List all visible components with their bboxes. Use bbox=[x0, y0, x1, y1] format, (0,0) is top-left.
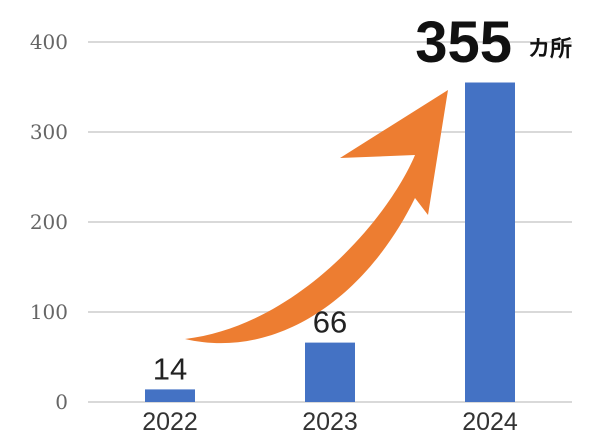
y-tick-label-300: 300 bbox=[30, 120, 68, 144]
x-tick-label-2024: 2024 bbox=[462, 408, 518, 436]
x-axis-ticks: 2022 2023 2024 bbox=[142, 408, 518, 436]
unit-label: カ所 bbox=[528, 36, 572, 61]
y-tick-label-0: 0 bbox=[55, 390, 68, 414]
bar-2023 bbox=[305, 342, 355, 402]
data-label-2022: 14 bbox=[153, 351, 187, 386]
bars bbox=[145, 82, 515, 402]
bar-2022 bbox=[145, 389, 195, 402]
y-tick-label-100: 100 bbox=[30, 300, 68, 324]
x-tick-label-2022: 2022 bbox=[142, 408, 198, 436]
growth-arrow bbox=[185, 90, 448, 344]
data-label-2023: 66 bbox=[313, 305, 347, 340]
bar-2024 bbox=[465, 82, 515, 402]
y-tick-label-200: 200 bbox=[30, 210, 68, 234]
data-label-2024: 355 bbox=[415, 10, 512, 75]
y-axis-ticks: 0 100 200 300 400 bbox=[30, 30, 68, 414]
data-labels: 14 66 355 カ所 bbox=[153, 10, 572, 386]
y-tick-label-400: 400 bbox=[30, 30, 68, 54]
x-tick-label-2023: 2023 bbox=[302, 408, 358, 436]
